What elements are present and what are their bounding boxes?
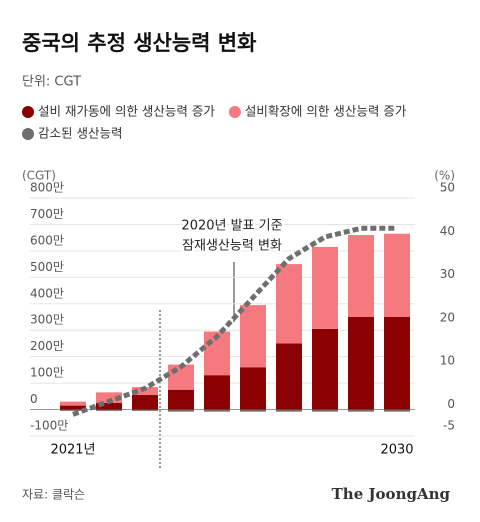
y-tick-label: 600만 <box>30 233 64 247</box>
bar-segment <box>168 409 194 412</box>
logo: The JoongAng <box>332 485 451 503</box>
bar-segment <box>312 246 338 329</box>
y-tick-label: 700만 <box>30 207 64 221</box>
x-tick-label: 2021년 <box>50 443 95 458</box>
legend-label: 설비 재가동에 의한 생산능력 증가 <box>38 104 215 119</box>
x-tick-label: 2030 <box>380 443 413 458</box>
y2-tick-label: 50 <box>440 181 455 195</box>
bar-segment <box>240 367 266 410</box>
bar-segment <box>132 395 158 410</box>
y-tick-label: 300만 <box>30 313 64 327</box>
y-tick-label: 0 <box>30 392 38 406</box>
legend-label: 설비확장에 의한 생산능력 증가 <box>245 104 407 119</box>
bar-segment <box>384 233 410 317</box>
bar-segment <box>96 402 122 410</box>
bar-segment <box>240 305 266 368</box>
bar-segment <box>312 328 338 410</box>
y2-tick-label: -5 <box>443 419 455 433</box>
bar-segment <box>240 409 266 412</box>
bar-segment <box>312 409 338 412</box>
y-axis-label: (CGT) <box>22 169 56 183</box>
y2-tick-label: 0 <box>447 397 455 411</box>
y2-axis-label: (%) <box>434 169 455 183</box>
bar-segment <box>276 264 302 344</box>
annotation: 2020년 발표 기준 <box>181 219 282 234</box>
bar-segment <box>204 375 230 410</box>
bar-segment <box>276 409 302 412</box>
y-tick-label: 400만 <box>30 286 64 300</box>
bar-segment <box>96 409 122 411</box>
bar-segment <box>384 409 410 412</box>
bar-segment <box>204 409 230 412</box>
subtitle: 단위: CGT <box>22 75 81 90</box>
bar-segment <box>276 343 302 410</box>
y2-tick-label: 10 <box>440 354 455 368</box>
y-tick-label: 100만 <box>30 366 64 380</box>
y2-tick-label: 20 <box>440 310 455 324</box>
legend-marker <box>22 106 34 118</box>
bar-segment <box>348 235 374 317</box>
y-tick-label: 200만 <box>30 339 64 353</box>
source: 자료: 클락슨 <box>22 488 85 502</box>
y2-tick-label: 40 <box>440 224 455 238</box>
chart-title: 중국의 추정 생산능력 변화 <box>22 31 257 55</box>
bar-segment <box>60 401 86 406</box>
legend-label: 감소된 생산능력 <box>38 126 122 141</box>
legend-marker <box>22 128 34 140</box>
bar-segment <box>348 409 374 412</box>
y-tick-label: 800만 <box>30 181 64 195</box>
bar-segment <box>60 409 86 411</box>
line <box>72 225 397 417</box>
bar-segment <box>348 317 374 410</box>
bar-segment <box>384 317 410 410</box>
y-tick-label: 500만 <box>30 260 64 274</box>
bar-segment <box>60 405 86 410</box>
bar-segment <box>168 389 194 410</box>
bar-segment <box>132 409 158 411</box>
y-tick-label: -100만 <box>30 419 68 433</box>
annotation: 잠재생산능력 변화 <box>182 239 282 254</box>
legend-marker <box>228 106 241 118</box>
y2-tick-label: 30 <box>440 267 455 281</box>
bar-segment <box>96 392 122 403</box>
